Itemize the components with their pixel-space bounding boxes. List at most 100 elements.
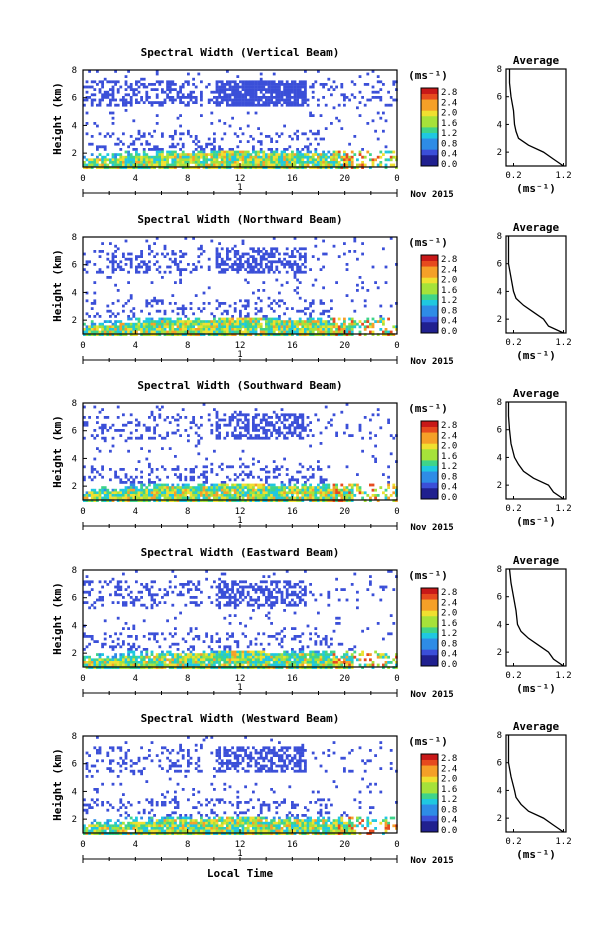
average-y-tick-label: 8	[497, 398, 502, 408]
heatmap-cell	[319, 468, 323, 471]
heatmap-cell	[109, 333, 112, 336]
heatmap-cell	[194, 153, 198, 156]
heatmap-cell	[376, 333, 380, 336]
heatmap-cell	[233, 250, 237, 253]
heatmap-cell	[228, 257, 232, 261]
heatmap-cell	[111, 85, 115, 89]
heatmap-cell	[129, 596, 133, 599]
heatmap-cell	[218, 252, 221, 256]
heatmap-cell	[257, 499, 260, 502]
heatmap-cell	[127, 70, 130, 73]
heatmap-cell	[150, 585, 154, 589]
heatmap-cell	[215, 330, 219, 334]
heatmap-cell	[254, 90, 258, 94]
heatmap-cell	[218, 494, 221, 497]
colorbar-segment	[421, 160, 438, 167]
heatmap-cell	[228, 155, 232, 159]
heatmap-cell	[249, 470, 253, 474]
heatmap-cell	[298, 423, 302, 427]
heatmap-cell	[259, 265, 263, 269]
heatmap-cell	[189, 328, 193, 331]
average-x-tick-label: 1.2	[555, 504, 571, 514]
heatmap-cell	[103, 333, 107, 336]
heatmap-cell	[127, 153, 130, 156]
heatmap-cell	[150, 481, 154, 484]
heatmap-cell	[129, 142, 133, 146]
heatmap-cell	[376, 80, 380, 84]
heatmap-cell	[114, 322, 117, 326]
heatmap-cell	[174, 132, 177, 136]
heatmap-cell	[205, 161, 208, 164]
heatmap-cell	[387, 317, 390, 321]
heatmap-cell	[148, 132, 151, 136]
heatmap-cell	[215, 658, 219, 662]
heatmap-cell	[228, 328, 232, 331]
heatmap-cell	[259, 142, 263, 146]
heatmap-cell	[384, 496, 388, 500]
heatmap-cell	[275, 416, 279, 419]
heatmap-cell	[187, 333, 190, 336]
heatmap-cell	[142, 658, 146, 662]
heatmap-cell	[322, 328, 325, 331]
heatmap-cell	[259, 317, 263, 321]
heatmap-cell	[176, 265, 180, 269]
heatmap-cell	[262, 491, 266, 495]
heatmap-cell	[98, 658, 102, 662]
heatmap-cell	[148, 312, 151, 316]
heatmap-cell	[335, 325, 338, 329]
heatmap-cell	[187, 663, 190, 667]
heatmap-cell	[184, 333, 188, 336]
heatmap-cell	[184, 494, 188, 497]
heatmap-cell	[218, 596, 221, 599]
heatmap-cell	[140, 166, 143, 169]
heatmap-cell	[213, 491, 216, 495]
heatmap-cell	[111, 648, 115, 651]
heatmap-cell	[262, 161, 266, 164]
panel-2: Spectral Width (Northward Beam)2468Heigh…	[51, 213, 572, 367]
heatmap-cell	[249, 135, 253, 138]
heatmap-cell	[106, 658, 110, 662]
heatmap-cell	[382, 322, 385, 326]
heatmap-cell	[116, 90, 120, 94]
heatmap-cell	[270, 80, 273, 84]
heatmap-cell	[223, 302, 227, 305]
heatmap-cell	[304, 299, 307, 303]
heatmap-cell	[148, 163, 151, 167]
heatmap-cell	[267, 486, 271, 489]
heatmap-cell	[278, 431, 281, 435]
heatmap-cell	[296, 103, 299, 107]
heatmap-cell	[272, 85, 276, 89]
heatmap-cell	[384, 330, 388, 334]
heatmap-cell	[192, 653, 195, 656]
heatmap-cell	[330, 328, 333, 331]
heatmap-cell	[257, 289, 260, 292]
heatmap-cell	[168, 150, 172, 154]
heatmap-cell	[103, 423, 107, 427]
heatmap-cell	[215, 252, 219, 256]
heatmap-cell	[223, 98, 227, 102]
heatmap-cell	[85, 580, 89, 584]
heatmap-cell	[270, 163, 273, 167]
heatmap-cell	[142, 333, 146, 336]
heatmap-cell	[192, 416, 195, 419]
heatmap-cell	[103, 330, 107, 334]
heatmap-cell	[272, 499, 276, 502]
heatmap-cell	[246, 590, 250, 594]
heatmap-cell	[88, 583, 91, 586]
heatmap-cell	[129, 650, 133, 654]
heatmap-cell	[304, 488, 307, 492]
heatmap-cell	[137, 460, 141, 463]
heatmap-cell	[98, 88, 102, 91]
heatmap-cell	[174, 642, 177, 646]
heatmap-cell	[101, 653, 104, 656]
heatmap-cell	[148, 161, 151, 164]
heatmap-cell	[244, 304, 247, 308]
heatmap-cell	[296, 423, 299, 427]
heatmap-cell	[220, 588, 224, 591]
heatmap-cell	[150, 322, 154, 326]
heatmap-cell	[340, 494, 344, 497]
heatmap-cell	[187, 166, 190, 169]
heatmap-cell	[363, 103, 367, 107]
heatmap-cell	[387, 486, 390, 489]
heatmap-cell	[244, 158, 247, 162]
